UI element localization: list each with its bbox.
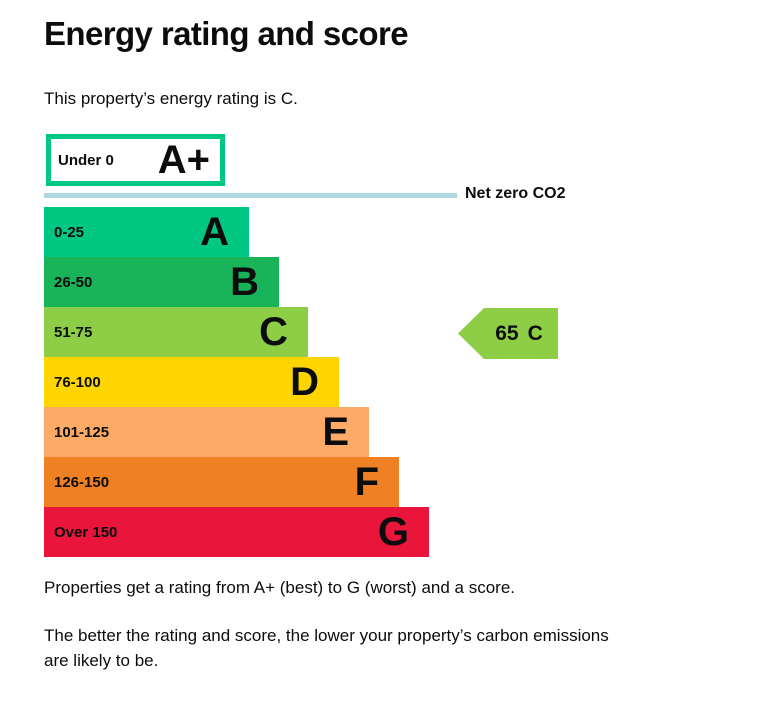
rating-explanation-text: Properties get a rating from A+ (best) t… [44, 578, 516, 597]
band-range-label: 0-25 [54, 223, 85, 241]
band-range-label: 101-125 [54, 423, 110, 441]
band-letter: A+ [157, 138, 210, 182]
band-letter: G [377, 510, 409, 554]
emissions-explanation-text: The better the rating and score, the low… [44, 626, 609, 670]
band-g: Over 150 G [44, 507, 429, 557]
band-e: 101-125 E [44, 407, 369, 457]
band-letter: E [322, 410, 349, 454]
band-d: 76-100 D [44, 357, 339, 407]
band-range-label: 51-75 [54, 323, 93, 341]
band-range-label: 126-150 [54, 473, 110, 491]
band-range-label: Under 0 [58, 151, 114, 169]
band-letter: F [354, 460, 379, 504]
band-b: 26-50 B [44, 257, 279, 307]
band-a: 0-25 A [44, 207, 249, 257]
band-range-label: 26-50 [54, 273, 93, 291]
energy-rating-chart: Under 0 A+ Net zero CO2 0-25 A 26-50 B 5… [44, 134, 734, 558]
band-range-label: Over 150 [54, 523, 118, 541]
band-letter: A [200, 210, 229, 254]
net-zero-label: Net zero CO2 [465, 185, 566, 202]
current-letter: C [527, 321, 543, 345]
current-rating-pointer: 65 C [458, 308, 558, 359]
page-title: Energy rating and score [44, 15, 409, 52]
band-range-label: 76-100 [54, 373, 101, 391]
band-letter: B [230, 260, 259, 304]
band-c: 51-75 C [44, 307, 308, 357]
current-score: 65 [495, 321, 519, 345]
rating-bands: 0-25 A 26-50 B 51-75 C 76-100 D 101-125 … [44, 207, 429, 557]
band-letter: D [290, 360, 319, 404]
net-zero-line [44, 193, 457, 198]
band-f: 126-150 F [44, 457, 399, 507]
band-a-plus: Under 0 A+ [46, 134, 225, 186]
band-letter: C [259, 310, 288, 354]
rating-summary-text: This property’s energy rating is C. [44, 89, 298, 108]
